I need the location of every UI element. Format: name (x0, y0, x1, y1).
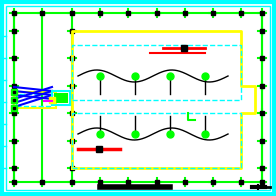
Bar (49, 97, 55, 103)
Bar (14, 92, 56, 108)
Bar (72, 113, 241, 168)
Bar (54, 93, 68, 103)
Bar (52, 91, 70, 105)
Bar (16, 94, 51, 106)
Bar (72, 45, 241, 100)
